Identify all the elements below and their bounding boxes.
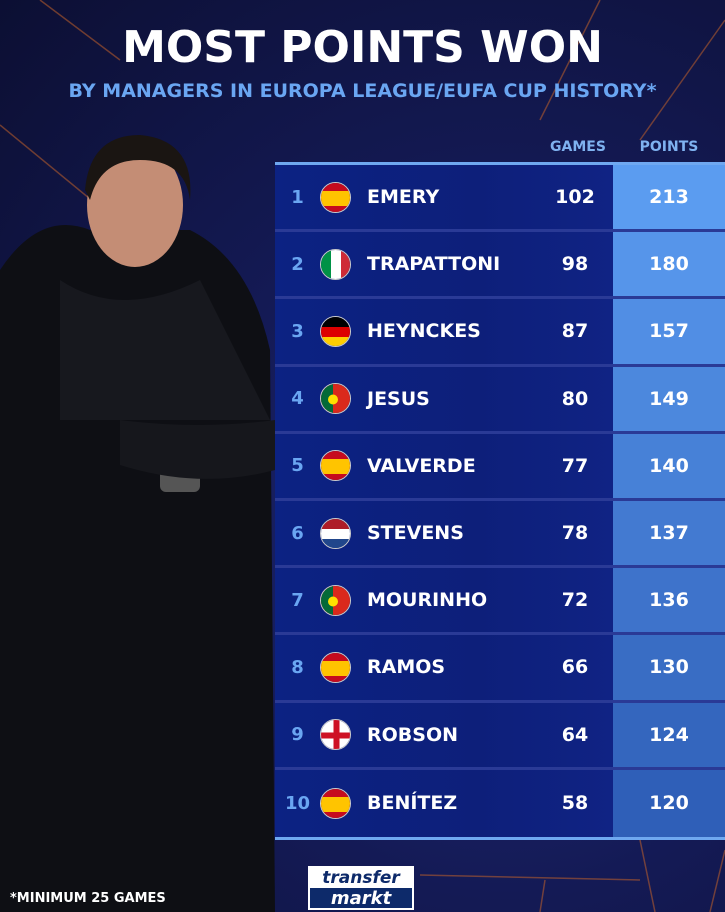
points-value: 140 — [613, 433, 725, 498]
germany-flag-icon — [320, 315, 351, 347]
rank: 1 — [291, 186, 304, 208]
manager-name: MOURINHO — [367, 589, 488, 612]
table-row: 4 JESUS 80 149 — [275, 366, 725, 434]
games-value: 78 — [561, 522, 589, 545]
table-row: 9 ROBSON 64 124 — [275, 702, 725, 770]
logo-line2: markt — [330, 888, 392, 909]
rank: 10 — [284, 792, 311, 814]
manager-photo — [0, 135, 275, 912]
table-row: 7 MOURINHO 72 136 — [275, 568, 725, 636]
table-row: 5 VALVERDE 77 140 — [275, 433, 725, 501]
spain-flag-icon — [320, 450, 351, 482]
manager-name: JESUS — [367, 387, 430, 410]
ranking-table: 1 EMERY 102 213 2 TRAPATTONI 98 180 3 HEYNCKES 87 1… — [275, 162, 725, 840]
manager-name: BENÍTEZ — [367, 792, 458, 815]
table-row: 3 HEYNCKES 87 157 — [275, 299, 725, 367]
table-row: 2 TRAPATTONI 98 180 — [275, 232, 725, 300]
page-subtitle: BY MANAGERS IN EUROPA LEAGUE/EUFA CUP HI… — [68, 80, 657, 102]
spain-flag-icon — [320, 651, 351, 683]
manager-name: VALVERDE — [367, 454, 476, 477]
points-value: 149 — [613, 366, 725, 431]
netherlands-flag-icon — [320, 517, 351, 549]
games-value: 77 — [561, 454, 589, 477]
spain-flag-icon — [320, 181, 351, 213]
points-value: 120 — [613, 769, 725, 837]
rank: 3 — [291, 320, 304, 342]
points-value: 130 — [613, 635, 725, 700]
manager-name: ROBSON — [367, 723, 459, 746]
points-value: 137 — [613, 500, 725, 566]
table-row: 1 EMERY 102 213 — [275, 165, 725, 233]
rank: 2 — [291, 253, 304, 275]
italy-flag-icon — [320, 248, 351, 280]
portugal-flag-icon — [320, 584, 351, 616]
manager-name: RAMOS — [367, 656, 446, 679]
games-value: 98 — [561, 253, 589, 276]
games-value: 80 — [561, 387, 589, 410]
logo-line1: transfer — [310, 868, 412, 888]
england-flag-icon — [320, 719, 351, 751]
spain-flag-icon — [320, 787, 351, 819]
table-row: 10 BENÍTEZ 58 120 — [275, 769, 725, 837]
rank: 5 — [291, 455, 304, 477]
games-value: 102 — [555, 186, 595, 209]
manager-name: EMERY — [367, 186, 440, 209]
table-row: 8 RAMOS 66 130 — [275, 635, 725, 703]
page-title: MOST POINTS WON — [122, 22, 603, 73]
column-header-points: POINTS — [639, 139, 699, 155]
manager-name: TRAPATTONI — [367, 253, 501, 276]
footnote: *MINIMUM 25 GAMES — [10, 891, 166, 906]
games-value: 64 — [561, 723, 589, 746]
transfermarkt-logo: transfer markt — [308, 866, 414, 910]
column-header-games: GAMES — [550, 139, 606, 155]
points-value: 180 — [613, 232, 725, 297]
rank: 6 — [291, 522, 304, 544]
points-value: 124 — [613, 702, 725, 767]
manager-name: STEVENS — [367, 522, 464, 545]
games-value: 66 — [561, 656, 589, 679]
rank: 9 — [291, 724, 304, 746]
rank: 7 — [291, 589, 304, 611]
games-value: 58 — [561, 792, 589, 815]
games-value: 72 — [561, 589, 589, 612]
points-value: 213 — [613, 165, 725, 230]
table-row: 6 STEVENS 78 137 — [275, 500, 725, 569]
manager-name: HEYNCKES — [367, 320, 481, 343]
games-value: 87 — [561, 320, 589, 343]
points-value: 157 — [613, 299, 725, 364]
points-value: 136 — [613, 568, 725, 633]
rank: 4 — [291, 388, 304, 410]
rank: 8 — [291, 656, 304, 678]
portugal-flag-icon — [320, 383, 351, 415]
